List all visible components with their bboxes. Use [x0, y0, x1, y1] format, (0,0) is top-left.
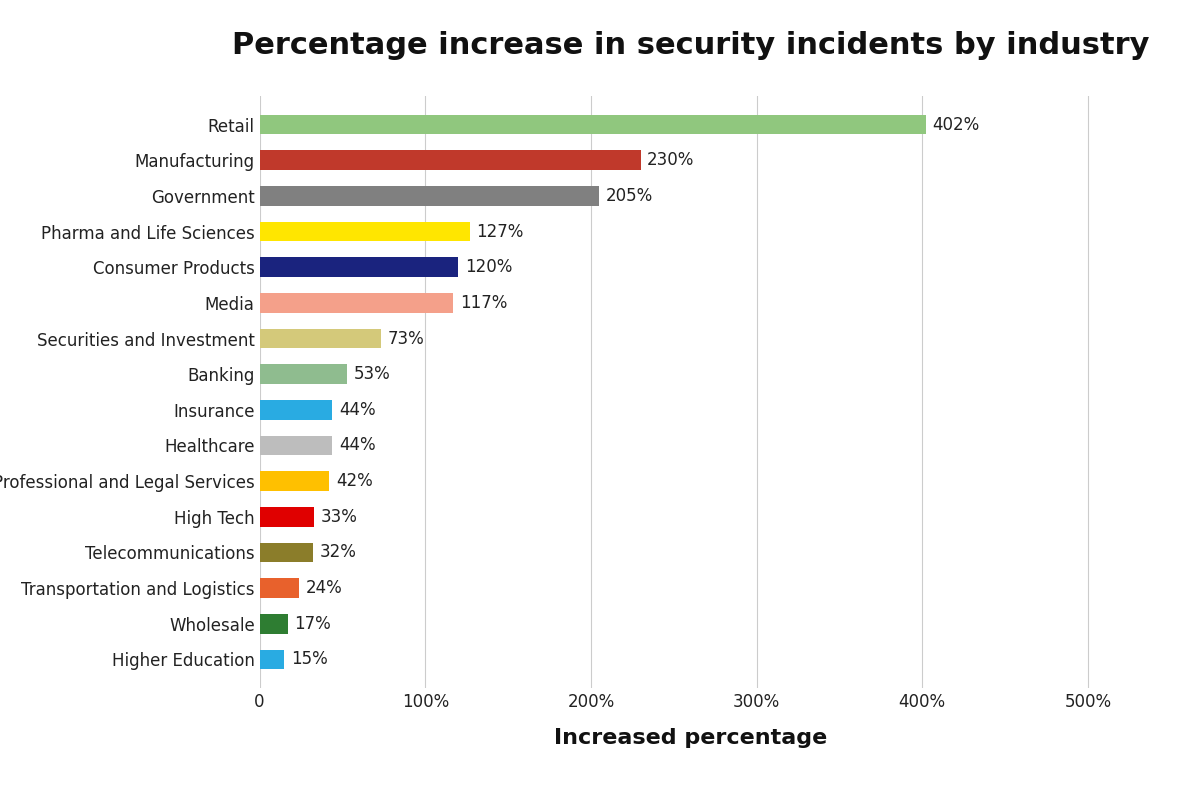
Text: 24%: 24%	[306, 579, 342, 597]
Text: 44%: 44%	[339, 401, 375, 419]
Bar	[260, 436, 333, 455]
Bar	[260, 222, 470, 242]
Bar	[260, 293, 453, 313]
Text: 73%: 73%	[387, 330, 424, 347]
Text: 120%: 120%	[465, 258, 512, 276]
Text: 205%: 205%	[605, 187, 653, 205]
Bar	[260, 114, 925, 134]
X-axis label: Increased percentage: Increased percentage	[553, 727, 827, 747]
Text: 53%: 53%	[354, 365, 391, 383]
Bar	[260, 400, 333, 420]
Text: 230%: 230%	[647, 151, 695, 169]
Text: 32%: 32%	[320, 543, 356, 562]
Bar	[260, 258, 458, 277]
Text: 402%: 402%	[932, 115, 979, 134]
Bar	[260, 542, 313, 562]
Bar	[260, 507, 314, 526]
Text: 44%: 44%	[339, 437, 375, 454]
Text: 17%: 17%	[294, 615, 332, 633]
Text: 33%: 33%	[321, 508, 358, 526]
Bar	[260, 150, 641, 170]
Bar	[260, 650, 284, 670]
Text: 42%: 42%	[336, 472, 373, 490]
Bar	[260, 471, 329, 491]
Title: Percentage increase in security incidents by industry: Percentage increase in security incident…	[231, 31, 1149, 60]
Text: 117%: 117%	[460, 294, 507, 312]
Bar	[260, 614, 288, 634]
Bar	[260, 186, 599, 206]
Bar	[260, 578, 300, 598]
Bar	[260, 329, 380, 348]
Text: 15%: 15%	[291, 650, 328, 669]
Text: 127%: 127%	[477, 222, 524, 241]
Bar	[260, 364, 347, 384]
